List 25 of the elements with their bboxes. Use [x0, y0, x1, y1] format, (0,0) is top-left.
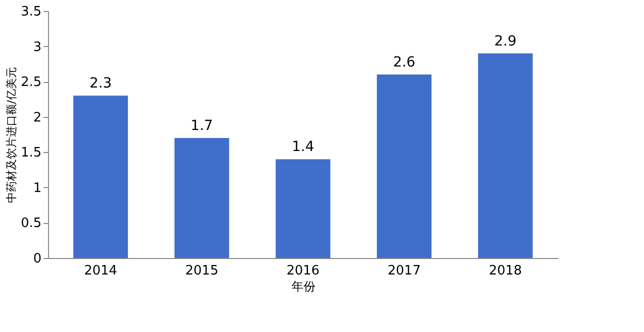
y-tick-label: 3.5 — [20, 4, 42, 20]
data-label: 1.4 — [292, 139, 314, 156]
data-label: 2.9 — [494, 33, 517, 50]
y-axis-title: 中药材及饮片进口额/亿美元 — [4, 67, 18, 203]
y-tick-label: 0 — [33, 252, 42, 266]
data-label: 2.6 — [393, 54, 416, 71]
bar — [276, 159, 330, 258]
x-tick-label: 2016 — [286, 264, 320, 278]
x-tick-label: 2014 — [84, 264, 118, 278]
bar — [73, 96, 128, 258]
y-tick-label: 3 — [33, 40, 42, 55]
bar — [174, 138, 230, 258]
x-tick-label: 2017 — [388, 264, 421, 278]
y-tick-label: 1 — [33, 180, 42, 196]
bar — [478, 53, 533, 258]
x-tick-label: 2015 — [185, 264, 218, 278]
data-label: 2.3 — [89, 76, 112, 92]
y-tick-label: 2 — [33, 110, 42, 126]
bar — [376, 74, 432, 258]
x-tick-label: 2018 — [488, 264, 522, 278]
y-tick-label: 2.5 — [20, 75, 42, 90]
y-tick-label: 0.5 — [20, 216, 42, 232]
data-label: 1.7 — [190, 118, 213, 134]
x-axis-title: 年份 — [292, 280, 316, 294]
y-tick-label: 1.5 — [20, 146, 42, 161]
